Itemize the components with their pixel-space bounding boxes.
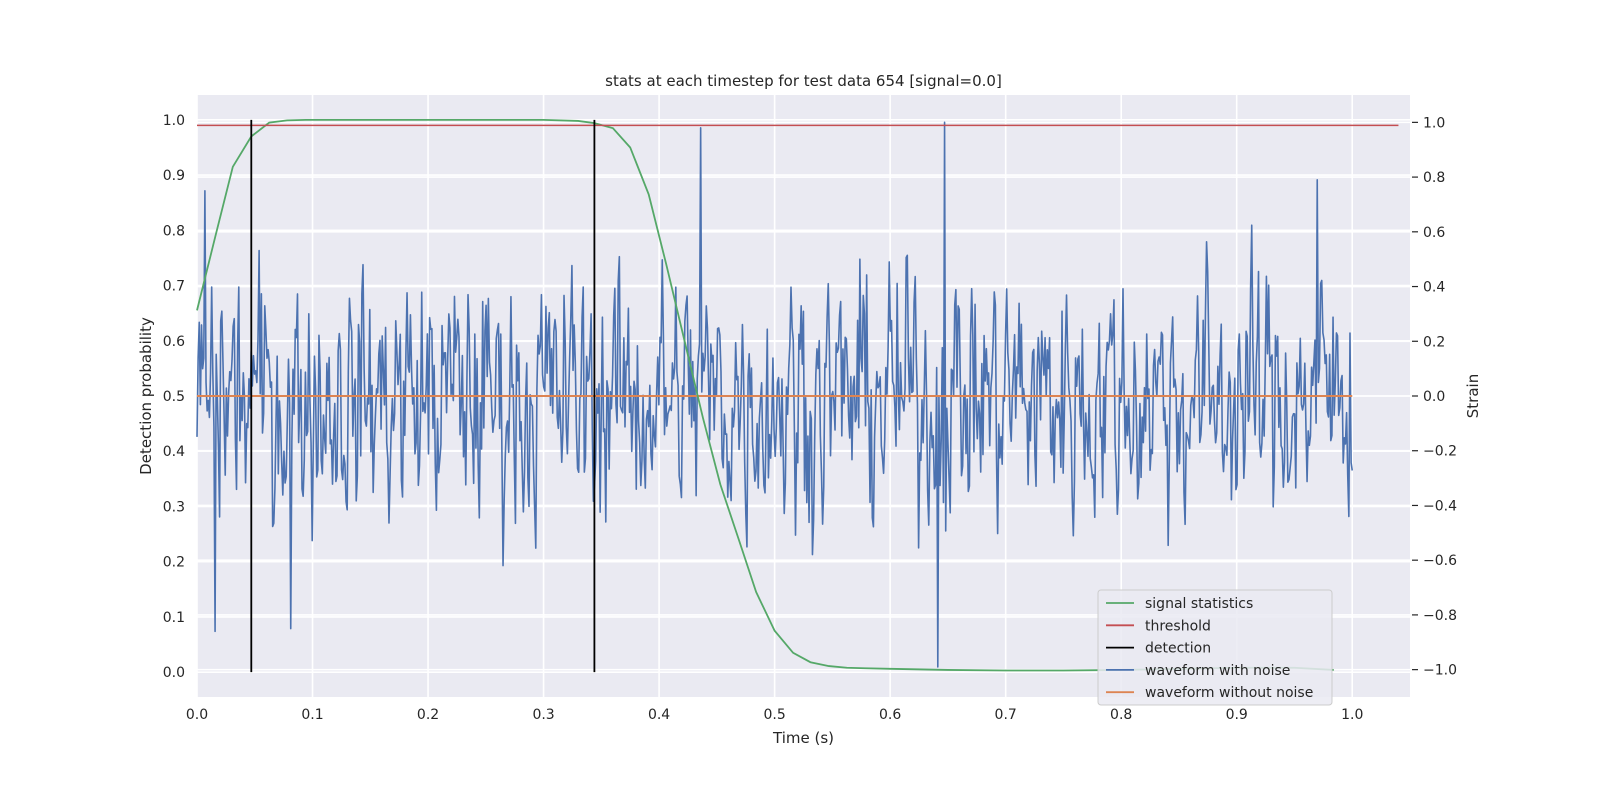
y-tick-label-0: 0.0: [163, 665, 185, 681]
y-right-tick-label-9: 0.8: [1423, 170, 1445, 186]
y-tick-label-2: 0.2: [163, 555, 185, 571]
y-axis-right: −1.0 −0.8 −0.6 −0.4 −0.2 0.0 0.2 0.4 0.6 0.8 1.0: [1412, 115, 1457, 679]
y-right-tick-label-3: −0.4: [1423, 498, 1457, 514]
y-right-tick-label-10: 1.0: [1423, 115, 1445, 131]
y-right-tick-label-2: −0.6: [1423, 553, 1457, 569]
x-axis-label: Time (s): [772, 729, 834, 747]
y-tick-label-4: 0.4: [163, 444, 185, 460]
x-tick-label-6: 0.6: [879, 707, 901, 723]
y-right-tick-label-0: −1.0: [1423, 663, 1457, 679]
y-axis-left: 0.0 0.1 0.2 0.3 0.4 0.5 0.6 0.7 0.8 0.9 1.0: [163, 113, 185, 681]
y-right-tick-label-5: 0.0: [1423, 389, 1445, 405]
x-axis: 0.0 0.1 0.2 0.3 0.4 0.5 0.6 0.7 0.8 0.9 1.0: [186, 707, 1364, 723]
y-axis-right-label: Strain: [1464, 374, 1482, 418]
y-tick-label-7: 0.7: [163, 279, 185, 295]
y-tick-label-6: 0.6: [163, 334, 185, 350]
series-signal-statistics: [196, 118, 1334, 672]
x-tick-label-5: 0.5: [763, 707, 785, 723]
y-right-tick-label-8: 0.6: [1423, 225, 1445, 241]
chart-title: stats at each timestep for test data 654…: [605, 72, 1002, 90]
x-tick-label-7: 0.7: [995, 707, 1017, 723]
x-tick-label-4: 0.4: [648, 707, 670, 723]
y-right-tick-label-1: −0.8: [1423, 608, 1457, 624]
y-right-tick-label-4: −0.2: [1423, 444, 1457, 460]
y-tick-label-5: 0.5: [163, 389, 185, 405]
legend: signal statistics threshold detection wavef…: [1097, 589, 1333, 706]
y-tick-label-10: 1.0: [163, 113, 185, 129]
legend-box: [1097, 589, 1333, 706]
y-tick-label-1: 0.1: [163, 610, 185, 626]
y-right-tick-label-7: 0.4: [1423, 280, 1445, 296]
x-tick-label-8: 0.8: [1110, 707, 1132, 723]
series-layer: [196, 118, 1399, 673]
x-tick-label-0: 0.0: [186, 707, 208, 723]
legend-label-threshold: threshold: [1145, 618, 1211, 634]
y-right-tick-label-6: 0.2: [1423, 334, 1445, 350]
legend-label-waveform-without-noise: waveform without noise: [1145, 685, 1313, 701]
x-tick-label-3: 0.3: [532, 707, 554, 723]
y-tick-label-3: 0.3: [163, 499, 185, 515]
y-tick-label-9: 0.9: [163, 168, 185, 184]
legend-label-signal-statistics: signal statistics: [1145, 596, 1253, 612]
y-axis-label: Detection probability: [137, 317, 155, 475]
x-tick-label-10: 1.0: [1341, 707, 1363, 723]
legend-label-detection: detection: [1145, 641, 1211, 657]
y-tick-label-8: 0.8: [163, 223, 185, 239]
x-tick-label-2: 0.2: [417, 707, 439, 723]
series-waveform-with-noise: [196, 121, 1354, 668]
x-tick-label-1: 0.1: [301, 707, 323, 723]
legend-label-waveform-with-noise: waveform with noise: [1145, 663, 1290, 679]
x-tick-label-9: 0.9: [1226, 707, 1248, 723]
